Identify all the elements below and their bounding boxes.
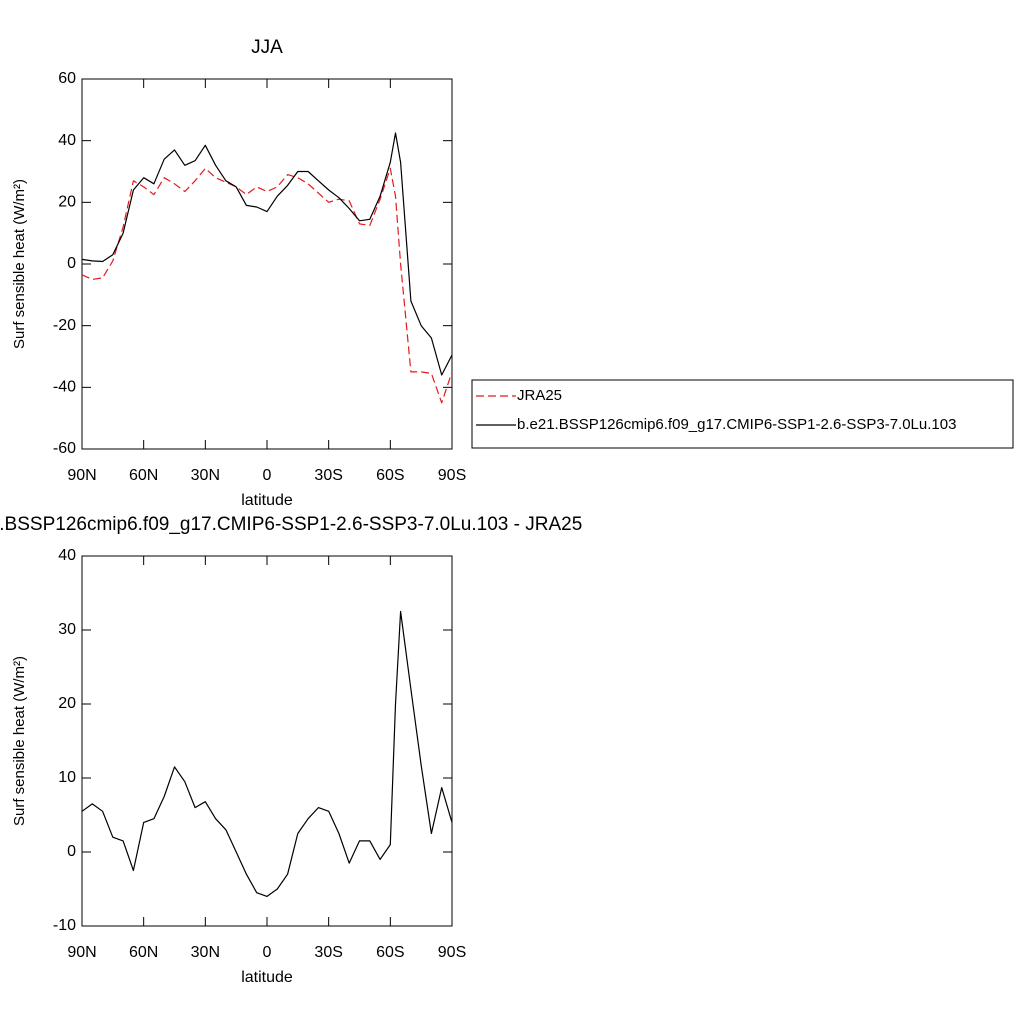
x-tick-label: 90S: [438, 467, 466, 484]
x-tick-label: 60N: [129, 944, 158, 961]
y-tick-label: 0: [67, 255, 76, 272]
x-tick-label: 90S: [438, 944, 466, 961]
y-tick-label: -40: [53, 379, 76, 396]
y-tick-label: -20: [53, 317, 76, 334]
plot-frame: [81, 555, 453, 927]
data-line: [81, 132, 453, 376]
x-tick-label: 60N: [129, 467, 158, 484]
x-tick-label: 0: [263, 944, 272, 961]
y-tick-label: 40: [58, 547, 76, 564]
x-axis-label: latitude: [241, 969, 293, 986]
y-axis-label: Surf sensible heat (W/m²): [11, 656, 28, 826]
x-tick-label: 30S: [314, 467, 342, 484]
legend-label: JRA25: [517, 387, 562, 404]
chart-title: b.e21.BSSP126cmip6.f09_g17.CMIP6-SSP1-2.…: [0, 514, 582, 535]
x-tick-label: 60S: [376, 944, 404, 961]
y-tick-label: -10: [53, 917, 76, 934]
legend-box: [471, 379, 1014, 449]
x-tick-label: 60S: [376, 467, 404, 484]
plot-frame: [81, 78, 453, 450]
x-tick-label: 30S: [314, 944, 342, 961]
x-tick-label: 0: [263, 467, 272, 484]
data-line: [81, 167, 453, 404]
x-tick-label: 30N: [191, 467, 220, 484]
y-tick-label: 60: [58, 70, 76, 87]
y-tick-label: 20: [58, 194, 76, 211]
y-tick-label: 40: [58, 132, 76, 149]
y-tick-label: -60: [53, 440, 76, 457]
y-tick-label: 30: [58, 621, 76, 638]
x-tick-label: 30N: [191, 944, 220, 961]
legend-label: b.e21.BSSP126cmip6.f09_g17.CMIP6-SSP1-2.…: [517, 416, 956, 433]
x-axis-label: latitude: [241, 492, 293, 509]
y-tick-label: 20: [58, 695, 76, 712]
x-tick-label: 90N: [67, 467, 96, 484]
data-line: [81, 610, 453, 897]
x-tick-label: 90N: [67, 944, 96, 961]
y-tick-label: 10: [58, 769, 76, 786]
y-axis-label: Surf sensible heat (W/m²): [11, 179, 28, 349]
chart-title: JJA: [251, 37, 283, 58]
y-tick-label: 0: [67, 843, 76, 860]
